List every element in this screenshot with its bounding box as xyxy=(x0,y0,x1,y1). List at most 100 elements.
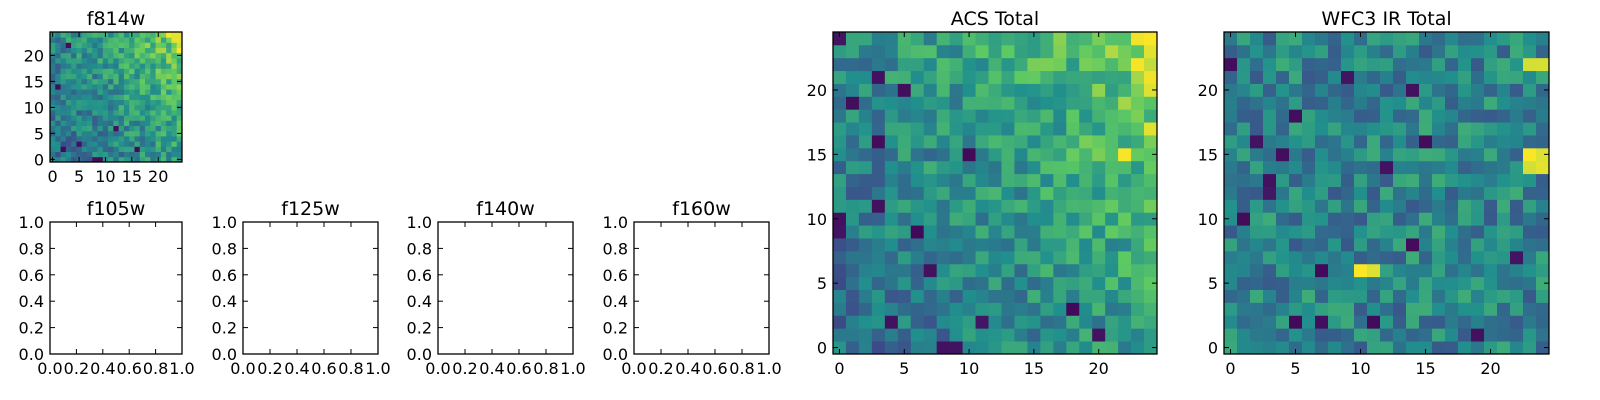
heatmap-cell xyxy=(102,58,109,64)
heatmap-cell xyxy=(1471,276,1485,290)
heatmap-cell xyxy=(71,94,77,100)
heatmap-cell xyxy=(897,289,912,303)
heatmap-cell xyxy=(155,47,162,54)
heatmap-cell xyxy=(1289,147,1303,162)
heatmap-cell xyxy=(1367,225,1381,239)
heatmap-cell xyxy=(1497,83,1511,97)
heatmap-cell xyxy=(1445,186,1459,200)
heatmap-cell xyxy=(139,32,146,38)
heatmap-cell xyxy=(1027,147,1041,162)
heatmap-cell xyxy=(60,110,67,116)
heatmap-cell xyxy=(1458,147,1472,162)
heatmap-cell xyxy=(897,276,912,290)
heatmap-cell xyxy=(1053,57,1067,72)
panel-title: f105w xyxy=(87,198,146,220)
heatmap-cell xyxy=(923,109,938,123)
heatmap-cell xyxy=(1276,276,1290,290)
heatmap-cell xyxy=(871,173,886,187)
y-tick-label: 0.8 xyxy=(212,239,237,258)
y-tick-label: 0.6 xyxy=(603,266,628,285)
heatmap-cell xyxy=(134,32,141,38)
heatmap-cell xyxy=(1484,147,1498,162)
heatmap-cell xyxy=(845,44,860,59)
axes-frame xyxy=(49,31,183,163)
heatmap-cell xyxy=(65,99,72,106)
heatmap-cell xyxy=(910,315,925,329)
heatmap-cell xyxy=(1027,109,1041,123)
heatmap-cell xyxy=(1066,44,1080,59)
heatmap-cell xyxy=(845,225,860,239)
heatmap-cell xyxy=(171,151,178,158)
heatmap-cell xyxy=(1445,328,1459,342)
heatmap-cell xyxy=(145,99,151,106)
heatmap-cell xyxy=(129,146,135,152)
heatmap-cell xyxy=(134,146,141,152)
heatmap-cell xyxy=(1302,44,1316,59)
heatmap-cell xyxy=(1118,341,1132,355)
heatmap-cell xyxy=(845,147,860,162)
heatmap-cell xyxy=(1224,70,1238,84)
heatmap-cell xyxy=(1393,250,1407,265)
heatmap-cell xyxy=(1289,250,1303,265)
heatmap-cell xyxy=(118,42,125,48)
heatmap-cell xyxy=(1406,96,1420,110)
heatmap-cell xyxy=(910,328,925,342)
heatmap-cell xyxy=(86,115,93,121)
heatmap-cell xyxy=(50,73,56,80)
heatmap-cell xyxy=(50,146,56,152)
heatmap-cell xyxy=(1497,341,1511,355)
heatmap-cell xyxy=(1040,96,1054,110)
heatmap-cell xyxy=(150,125,156,132)
heatmap-cell xyxy=(833,83,847,97)
x-tick-label: 0.8 xyxy=(143,359,168,378)
heatmap-cell xyxy=(60,68,67,74)
heatmap-cell xyxy=(1118,173,1132,187)
heatmap-cell xyxy=(92,63,98,69)
heatmap-cell xyxy=(150,115,156,121)
heatmap-cell xyxy=(1105,96,1119,110)
heatmap-cell xyxy=(1040,238,1054,252)
heatmap-cell xyxy=(1497,302,1511,316)
heatmap-cell xyxy=(145,156,151,163)
heatmap-cell xyxy=(1053,109,1067,123)
heatmap-cell xyxy=(1001,83,1015,97)
heatmap-cell xyxy=(1289,83,1303,97)
heatmap-cell xyxy=(55,99,61,106)
heatmap-cell xyxy=(71,130,77,137)
heatmap-cell xyxy=(1523,328,1537,342)
heatmap-cell xyxy=(50,58,56,64)
heatmap-cell xyxy=(176,151,183,158)
heatmap-cell xyxy=(166,156,172,163)
heatmap-cell xyxy=(1276,83,1290,97)
heatmap-cell xyxy=(55,63,61,69)
heatmap-cell xyxy=(1040,250,1054,265)
heatmap-cell xyxy=(150,42,156,48)
heatmap-cell xyxy=(50,94,56,100)
heatmap-cell xyxy=(1224,315,1238,329)
heatmap-cell xyxy=(108,37,114,43)
heatmap-cell xyxy=(123,89,130,95)
heatmap-cell xyxy=(1354,173,1368,187)
heatmap-cell xyxy=(1432,109,1446,123)
heatmap-cell xyxy=(858,225,873,239)
heatmap-cell xyxy=(1302,160,1316,175)
heatmap-cell xyxy=(60,47,67,54)
heatmap-cell xyxy=(1118,276,1132,290)
heatmap-cell xyxy=(139,58,146,64)
heatmap-cell xyxy=(139,63,146,69)
heatmap-cell xyxy=(113,136,120,142)
heatmap-cell xyxy=(988,186,1002,200)
heatmap-cell xyxy=(1471,328,1485,342)
heatmap-cell xyxy=(86,156,93,163)
heatmap-cell xyxy=(1237,302,1251,316)
heatmap-cell xyxy=(1367,186,1381,200)
heatmap-cell xyxy=(962,328,976,342)
heatmap-cell xyxy=(1079,109,1093,123)
heatmap-cell xyxy=(50,42,56,48)
heatmap-cell xyxy=(1458,250,1472,265)
heatmap-cell xyxy=(897,96,912,110)
heatmap-cell xyxy=(145,115,151,121)
heatmap-cell xyxy=(1406,212,1420,226)
heatmap-cell xyxy=(897,83,912,97)
heatmap-cell xyxy=(1053,238,1067,252)
